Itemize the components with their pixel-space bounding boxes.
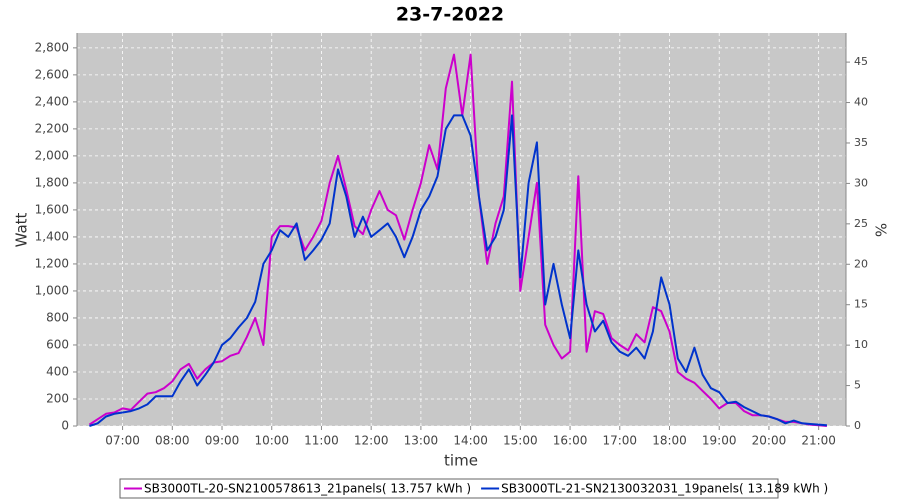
legend — [119, 478, 779, 499]
y-tick-label: 1,000 — [35, 283, 69, 297]
y-tick-label: 0 — [61, 419, 69, 433]
plot-area — [77, 33, 846, 426]
chart-title: 23-7-2022 — [396, 4, 504, 26]
x-tick-label: 17:00 — [602, 434, 637, 448]
x-tick-label: 10:00 — [254, 434, 289, 448]
x-tick-label: 15:00 — [503, 434, 538, 448]
x-tick-label: 13:00 — [404, 434, 439, 448]
x-axis-label: time — [444, 452, 478, 470]
x-tick-label: 12:00 — [354, 434, 389, 448]
y-tick-label: 2,000 — [35, 148, 69, 162]
y2-tick-label: 35 — [854, 136, 868, 149]
x-tick-label: 09:00 — [205, 434, 240, 448]
y2-axis-label: % — [872, 223, 890, 237]
y2-tick-label: 45 — [854, 55, 868, 68]
y-tick-label: 1,600 — [35, 202, 69, 216]
x-tick-label: 14:00 — [453, 434, 488, 448]
y-tick-label: 600 — [46, 337, 69, 351]
y2-tick-label: 20 — [854, 257, 868, 270]
legend-label: SB3000TL-21-SN2130032031_19panels( 13.18… — [501, 482, 828, 496]
y-tick-label: 2,800 — [35, 40, 69, 54]
x-tick-label: 11:00 — [304, 434, 339, 448]
y2-tick-label: 5 — [854, 379, 861, 392]
y2-tick-label: 15 — [854, 298, 868, 311]
y-axis-label: Watt — [13, 212, 31, 247]
y-tick-label: 2,200 — [35, 121, 69, 135]
y2-tick-label: 30 — [854, 176, 868, 189]
y2-tick-label: 40 — [854, 96, 868, 109]
x-tick-label: 18:00 — [652, 434, 687, 448]
x-tick-label: 21:00 — [801, 434, 836, 448]
x-tick-label: 07:00 — [105, 434, 140, 448]
x-tick-label: 16:00 — [553, 434, 588, 448]
y-tick-label: 800 — [46, 310, 69, 324]
y-tick-label: 200 — [46, 391, 69, 405]
y-tick-label: 1,400 — [35, 229, 69, 243]
y2-tick-label: 0 — [854, 419, 861, 432]
x-tick-label: 20:00 — [752, 434, 787, 448]
y-tick-label: 2,600 — [35, 67, 69, 81]
y2-tick-label: 25 — [854, 217, 868, 230]
legend-label: SB3000TL-20-SN2100578613_21panels( 13.75… — [144, 482, 471, 496]
y-tick-label: 1,800 — [35, 175, 69, 189]
x-tick-label: 19:00 — [702, 434, 737, 448]
y-tick-label: 2,400 — [35, 94, 69, 108]
y2-tick-label: 10 — [854, 338, 868, 351]
y-tick-label: 400 — [46, 364, 69, 378]
y-tick-label: 1,200 — [35, 256, 69, 270]
x-tick-label: 08:00 — [155, 434, 190, 448]
series-line — [89, 114, 827, 427]
